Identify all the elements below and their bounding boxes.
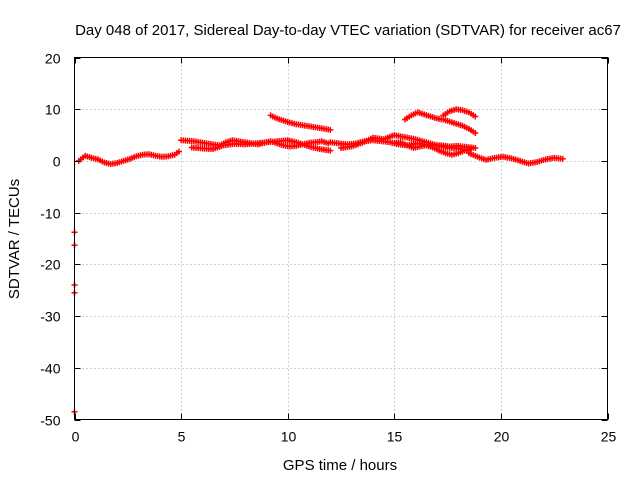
y-tick-label: -40 bbox=[40, 361, 60, 377]
x-axis-label: GPS time / hours bbox=[283, 457, 397, 474]
series-arc-d bbox=[267, 112, 334, 133]
plot-frame bbox=[74, 57, 608, 420]
y-tick-label: -50 bbox=[40, 413, 60, 429]
data-point bbox=[175, 148, 182, 155]
tick-layer: 0 5 10 15 20 25 -50 -40 -30 -20 -10 0 10 20 bbox=[40, 51, 616, 445]
y-tick-label: -30 bbox=[40, 309, 60, 325]
series-arc-c bbox=[188, 137, 334, 154]
y-tick-label: 10 bbox=[45, 102, 61, 118]
series-arc-j bbox=[465, 150, 566, 167]
x-tick-label: 10 bbox=[281, 429, 297, 445]
y-tick-label: 20 bbox=[45, 51, 61, 67]
data-point bbox=[327, 147, 334, 154]
y-axis-label: SDTVAR / TECUs bbox=[6, 179, 23, 299]
x-tick-label: 0 bbox=[72, 429, 80, 445]
data-point bbox=[472, 113, 479, 120]
grid-layer bbox=[74, 57, 608, 420]
data-point bbox=[559, 155, 566, 162]
series-arc-h bbox=[440, 106, 479, 120]
y-tick-label: -10 bbox=[40, 206, 60, 222]
x-tick-label: 20 bbox=[494, 429, 510, 445]
data-point bbox=[327, 126, 334, 133]
data-point bbox=[468, 145, 475, 152]
x-tick-label: 5 bbox=[178, 429, 186, 445]
data-point bbox=[472, 130, 479, 137]
chart-title: Day 048 of 2017, Sidereal Day-to-day VTE… bbox=[75, 22, 621, 39]
series-arc-i bbox=[391, 139, 475, 158]
series-arc-a bbox=[75, 148, 182, 168]
x-tick-label: 15 bbox=[387, 429, 403, 445]
data-layer bbox=[71, 106, 566, 415]
x-tick-label: 25 bbox=[601, 429, 617, 445]
y-tick-label: 0 bbox=[53, 154, 61, 170]
y-tick-label: -20 bbox=[40, 257, 60, 273]
